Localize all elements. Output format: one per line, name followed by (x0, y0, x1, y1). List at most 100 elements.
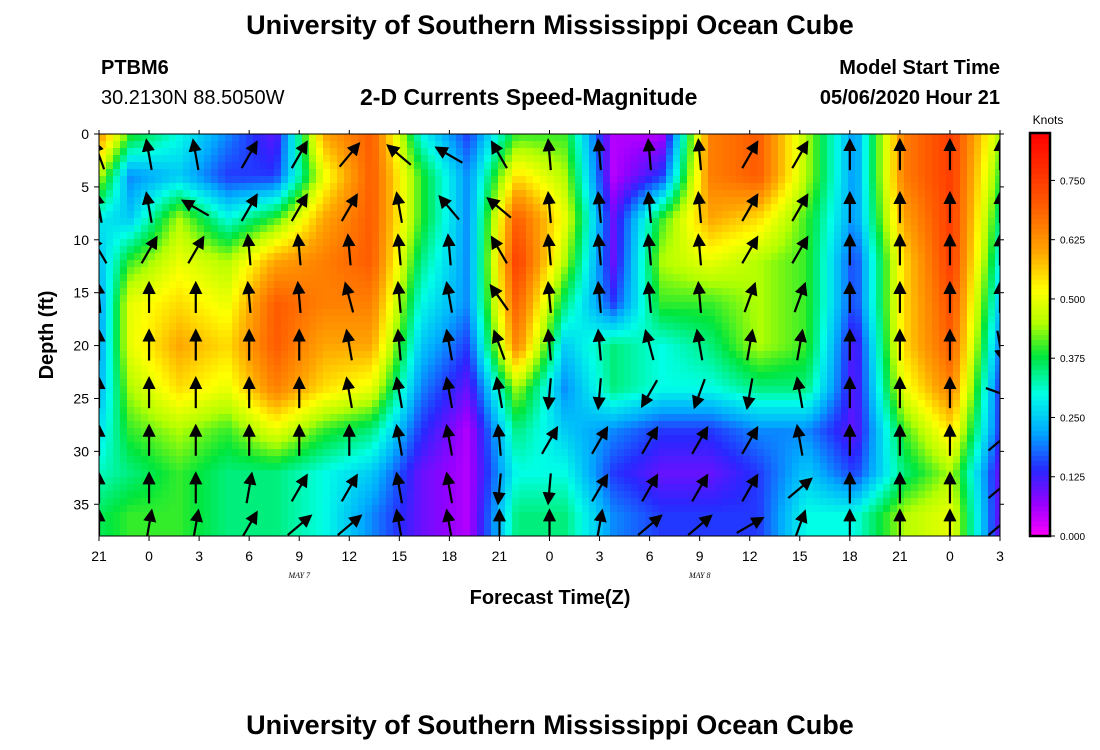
heatmap-cell (470, 267, 478, 275)
heatmap-cell (673, 379, 681, 387)
heatmap-cell (169, 260, 177, 268)
heatmap-cell (561, 274, 569, 282)
heatmap-cell (519, 295, 527, 303)
heatmap-cell (652, 372, 660, 380)
heatmap-cell (274, 155, 282, 163)
heatmap-cell (498, 260, 506, 268)
heatmap-cell (505, 183, 513, 191)
heatmap-cell (904, 393, 912, 401)
heatmap-cell (365, 351, 373, 359)
heatmap-cell (330, 246, 338, 254)
heatmap-cell (981, 169, 989, 177)
heatmap-cell (666, 393, 674, 401)
heatmap-cell (295, 141, 303, 149)
heatmap-cell (995, 260, 1000, 268)
heatmap-cell (995, 211, 1000, 219)
heatmap-cell (225, 400, 233, 408)
heatmap-cell (631, 148, 639, 156)
heatmap-cell (491, 344, 499, 352)
heatmap-cell (162, 253, 170, 261)
heatmap-cell (862, 365, 870, 373)
heatmap-cell (232, 281, 240, 289)
heatmap-cell (127, 274, 135, 282)
heatmap-cell (820, 379, 828, 387)
heatmap-cell (302, 176, 310, 184)
heatmap-cell (211, 218, 219, 226)
heatmap-cell (162, 386, 170, 394)
heatmap-cell (925, 225, 933, 233)
heatmap-cell (113, 295, 121, 303)
heatmap-cell (141, 183, 149, 191)
heatmap-cell (351, 253, 359, 261)
heatmap-cell (211, 309, 219, 317)
heatmap-cell (267, 323, 275, 331)
heatmap-cell (673, 316, 681, 324)
heatmap-cell (876, 393, 884, 401)
heatmap-cell (967, 323, 975, 331)
heatmap-cell (176, 323, 184, 331)
heatmap-cell (484, 386, 492, 394)
heatmap-cell (365, 281, 373, 289)
heatmap-cell (638, 232, 646, 240)
heatmap-cell (155, 232, 163, 240)
heatmap-cell (939, 372, 947, 380)
heatmap-cell (260, 400, 268, 408)
heatmap-cell (995, 204, 1000, 212)
heatmap-cell (120, 344, 128, 352)
heatmap-cell (953, 232, 961, 240)
heatmap-cell (918, 190, 926, 198)
heatmap-cell (722, 274, 730, 282)
heatmap-cell (750, 225, 758, 233)
heatmap-cell (498, 134, 506, 142)
heatmap-cell (337, 295, 345, 303)
heatmap-cell (512, 141, 520, 149)
heatmap-cell (918, 246, 926, 254)
heatmap-cell (925, 232, 933, 240)
heatmap-cell (764, 379, 772, 387)
heatmap-cell (554, 155, 562, 163)
heatmap-cell (631, 211, 639, 219)
heatmap-cell (967, 302, 975, 310)
heatmap-cell (708, 267, 716, 275)
heatmap-cell (204, 351, 212, 359)
heatmap-cell (827, 197, 835, 205)
heatmap-cell (918, 232, 926, 240)
heatmap-cell (484, 162, 492, 170)
heatmap-cell (379, 316, 387, 324)
heatmap-cell (589, 288, 597, 296)
heatmap-cell (603, 330, 611, 338)
heatmap-cell (841, 267, 849, 275)
heatmap-cell (680, 288, 688, 296)
heatmap-cell (498, 281, 506, 289)
heatmap-cell (855, 365, 863, 373)
heatmap-cell (680, 253, 688, 261)
heatmap-cell (477, 148, 485, 156)
heatmap-cell (428, 372, 436, 380)
heatmap-cell (225, 295, 233, 303)
heatmap-cell (981, 281, 989, 289)
heatmap-cell (106, 316, 114, 324)
heatmap-cell (470, 302, 478, 310)
heatmap-cell (736, 162, 744, 170)
heatmap-cell (183, 246, 191, 254)
heatmap-cell (876, 162, 884, 170)
heatmap-cell (617, 302, 625, 310)
heatmap-cell (932, 288, 940, 296)
heatmap-cell (981, 358, 989, 366)
heatmap-cell (911, 337, 919, 345)
heatmap-cell (624, 393, 632, 401)
heatmap-cell (750, 218, 758, 226)
heatmap-cell (729, 169, 737, 177)
heatmap-cell (232, 169, 240, 177)
heatmap-cell (169, 134, 177, 142)
heatmap-cell (610, 372, 618, 380)
heatmap-cell (750, 393, 758, 401)
heatmap-cell (911, 162, 919, 170)
heatmap-cell (162, 225, 170, 233)
heatmap-cell (421, 155, 429, 163)
heatmap-cell (988, 204, 996, 212)
heatmap-cell (764, 155, 772, 163)
heatmap-cell (435, 386, 443, 394)
heatmap-cell (365, 393, 373, 401)
heatmap-cell (281, 134, 289, 142)
